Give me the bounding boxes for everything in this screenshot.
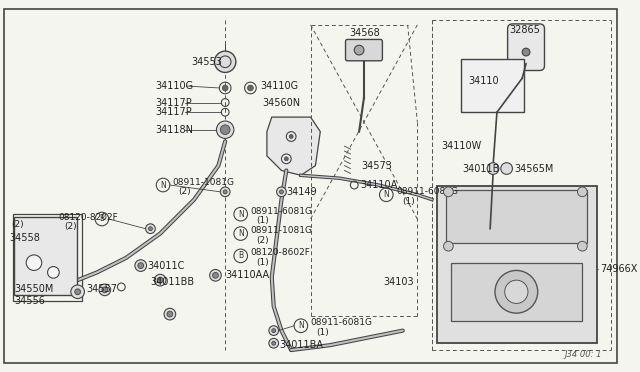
Text: B: B [99, 215, 104, 224]
Circle shape [167, 311, 173, 317]
Text: 34553: 34553 [191, 57, 222, 67]
Circle shape [157, 277, 163, 283]
Text: (1): (1) [256, 217, 269, 225]
Bar [436, 186, 597, 343]
Polygon shape [267, 117, 320, 175]
Text: 34560N: 34560N [262, 97, 300, 108]
Circle shape [138, 263, 143, 269]
Circle shape [280, 190, 284, 194]
Text: 34558: 34558 [10, 233, 40, 243]
Text: 34117P: 34117P [156, 107, 192, 117]
Text: (1): (1) [402, 197, 415, 206]
Text: 74966X: 74966X [600, 264, 637, 275]
Circle shape [216, 121, 234, 138]
Circle shape [102, 287, 108, 293]
Circle shape [220, 187, 230, 197]
Text: (2): (2) [256, 236, 269, 245]
Circle shape [577, 187, 587, 197]
Circle shape [487, 163, 499, 174]
Text: B: B [238, 251, 243, 260]
Text: (2): (2) [179, 187, 191, 196]
Circle shape [284, 157, 288, 161]
Circle shape [289, 135, 293, 138]
Text: 08911-1081G: 08911-1081G [173, 177, 235, 187]
FancyBboxPatch shape [508, 24, 545, 71]
Text: 34149: 34149 [286, 187, 317, 197]
Text: 34573: 34573 [361, 161, 392, 171]
Circle shape [444, 187, 453, 197]
FancyBboxPatch shape [346, 39, 383, 61]
Text: 34011BA: 34011BA [280, 340, 324, 350]
Circle shape [154, 274, 166, 286]
Text: N: N [238, 210, 244, 219]
Circle shape [222, 85, 228, 91]
Circle shape [210, 269, 221, 281]
Text: 08911-1081G: 08911-1081G [250, 226, 312, 235]
Text: 34557: 34557 [86, 284, 117, 294]
Text: 34118N: 34118N [156, 125, 193, 135]
Circle shape [444, 241, 453, 251]
Text: 34565M: 34565M [515, 164, 554, 173]
Circle shape [355, 45, 364, 55]
Text: 08120-8602F: 08120-8602F [250, 248, 310, 257]
Text: 34550M: 34550M [15, 284, 54, 294]
Text: 08120-8202F: 08120-8202F [58, 212, 118, 222]
Text: 34556: 34556 [15, 296, 45, 307]
Text: N: N [298, 321, 304, 330]
Text: 34568: 34568 [349, 28, 380, 38]
Circle shape [276, 187, 286, 197]
Bar [13, 217, 77, 295]
Text: 08911-6081G: 08911-6081G [396, 187, 458, 196]
Text: 34110W: 34110W [442, 141, 482, 151]
Text: 34110G: 34110G [260, 81, 298, 91]
Bar [13, 214, 83, 301]
Text: 34117P: 34117P [156, 97, 192, 108]
Text: 34110: 34110 [468, 76, 499, 86]
Text: 34110AA: 34110AA [225, 270, 269, 280]
Circle shape [269, 339, 278, 348]
Text: (2): (2) [12, 220, 24, 229]
Circle shape [272, 329, 276, 333]
Circle shape [99, 284, 111, 296]
Text: 34110G: 34110G [156, 81, 193, 91]
Circle shape [223, 190, 227, 194]
Bar [451, 263, 582, 321]
Text: 32865: 32865 [509, 25, 540, 35]
Circle shape [75, 289, 81, 295]
Text: N: N [238, 229, 244, 238]
Circle shape [248, 85, 253, 91]
Circle shape [269, 326, 278, 336]
Circle shape [135, 260, 147, 272]
Text: 08911-6081G: 08911-6081G [310, 318, 372, 327]
Text: 34011B: 34011B [462, 164, 499, 173]
Bar [461, 59, 524, 112]
Circle shape [148, 227, 152, 231]
Text: N: N [383, 190, 389, 199]
Circle shape [26, 255, 42, 270]
Circle shape [214, 51, 236, 73]
Circle shape [145, 224, 156, 234]
Text: (1): (1) [256, 258, 269, 267]
Text: N: N [160, 180, 166, 189]
Circle shape [495, 270, 538, 313]
Text: J34 00: 1: J34 00: 1 [565, 350, 602, 359]
Circle shape [505, 280, 528, 304]
Text: 08911-6081G: 08911-6081G [250, 207, 312, 216]
Circle shape [71, 285, 84, 299]
Circle shape [501, 163, 513, 174]
Text: 34103: 34103 [383, 277, 414, 287]
Text: 34110A: 34110A [360, 180, 397, 190]
Circle shape [47, 267, 60, 278]
Text: (1): (1) [316, 328, 329, 337]
Text: 34011C: 34011C [148, 261, 185, 270]
Bar [447, 190, 587, 243]
Circle shape [164, 308, 175, 320]
Circle shape [577, 241, 587, 251]
Circle shape [220, 125, 230, 135]
Circle shape [522, 48, 530, 56]
Circle shape [272, 341, 276, 345]
Text: 34011BB: 34011BB [150, 277, 195, 287]
Circle shape [212, 272, 218, 278]
Text: (2): (2) [64, 222, 77, 231]
